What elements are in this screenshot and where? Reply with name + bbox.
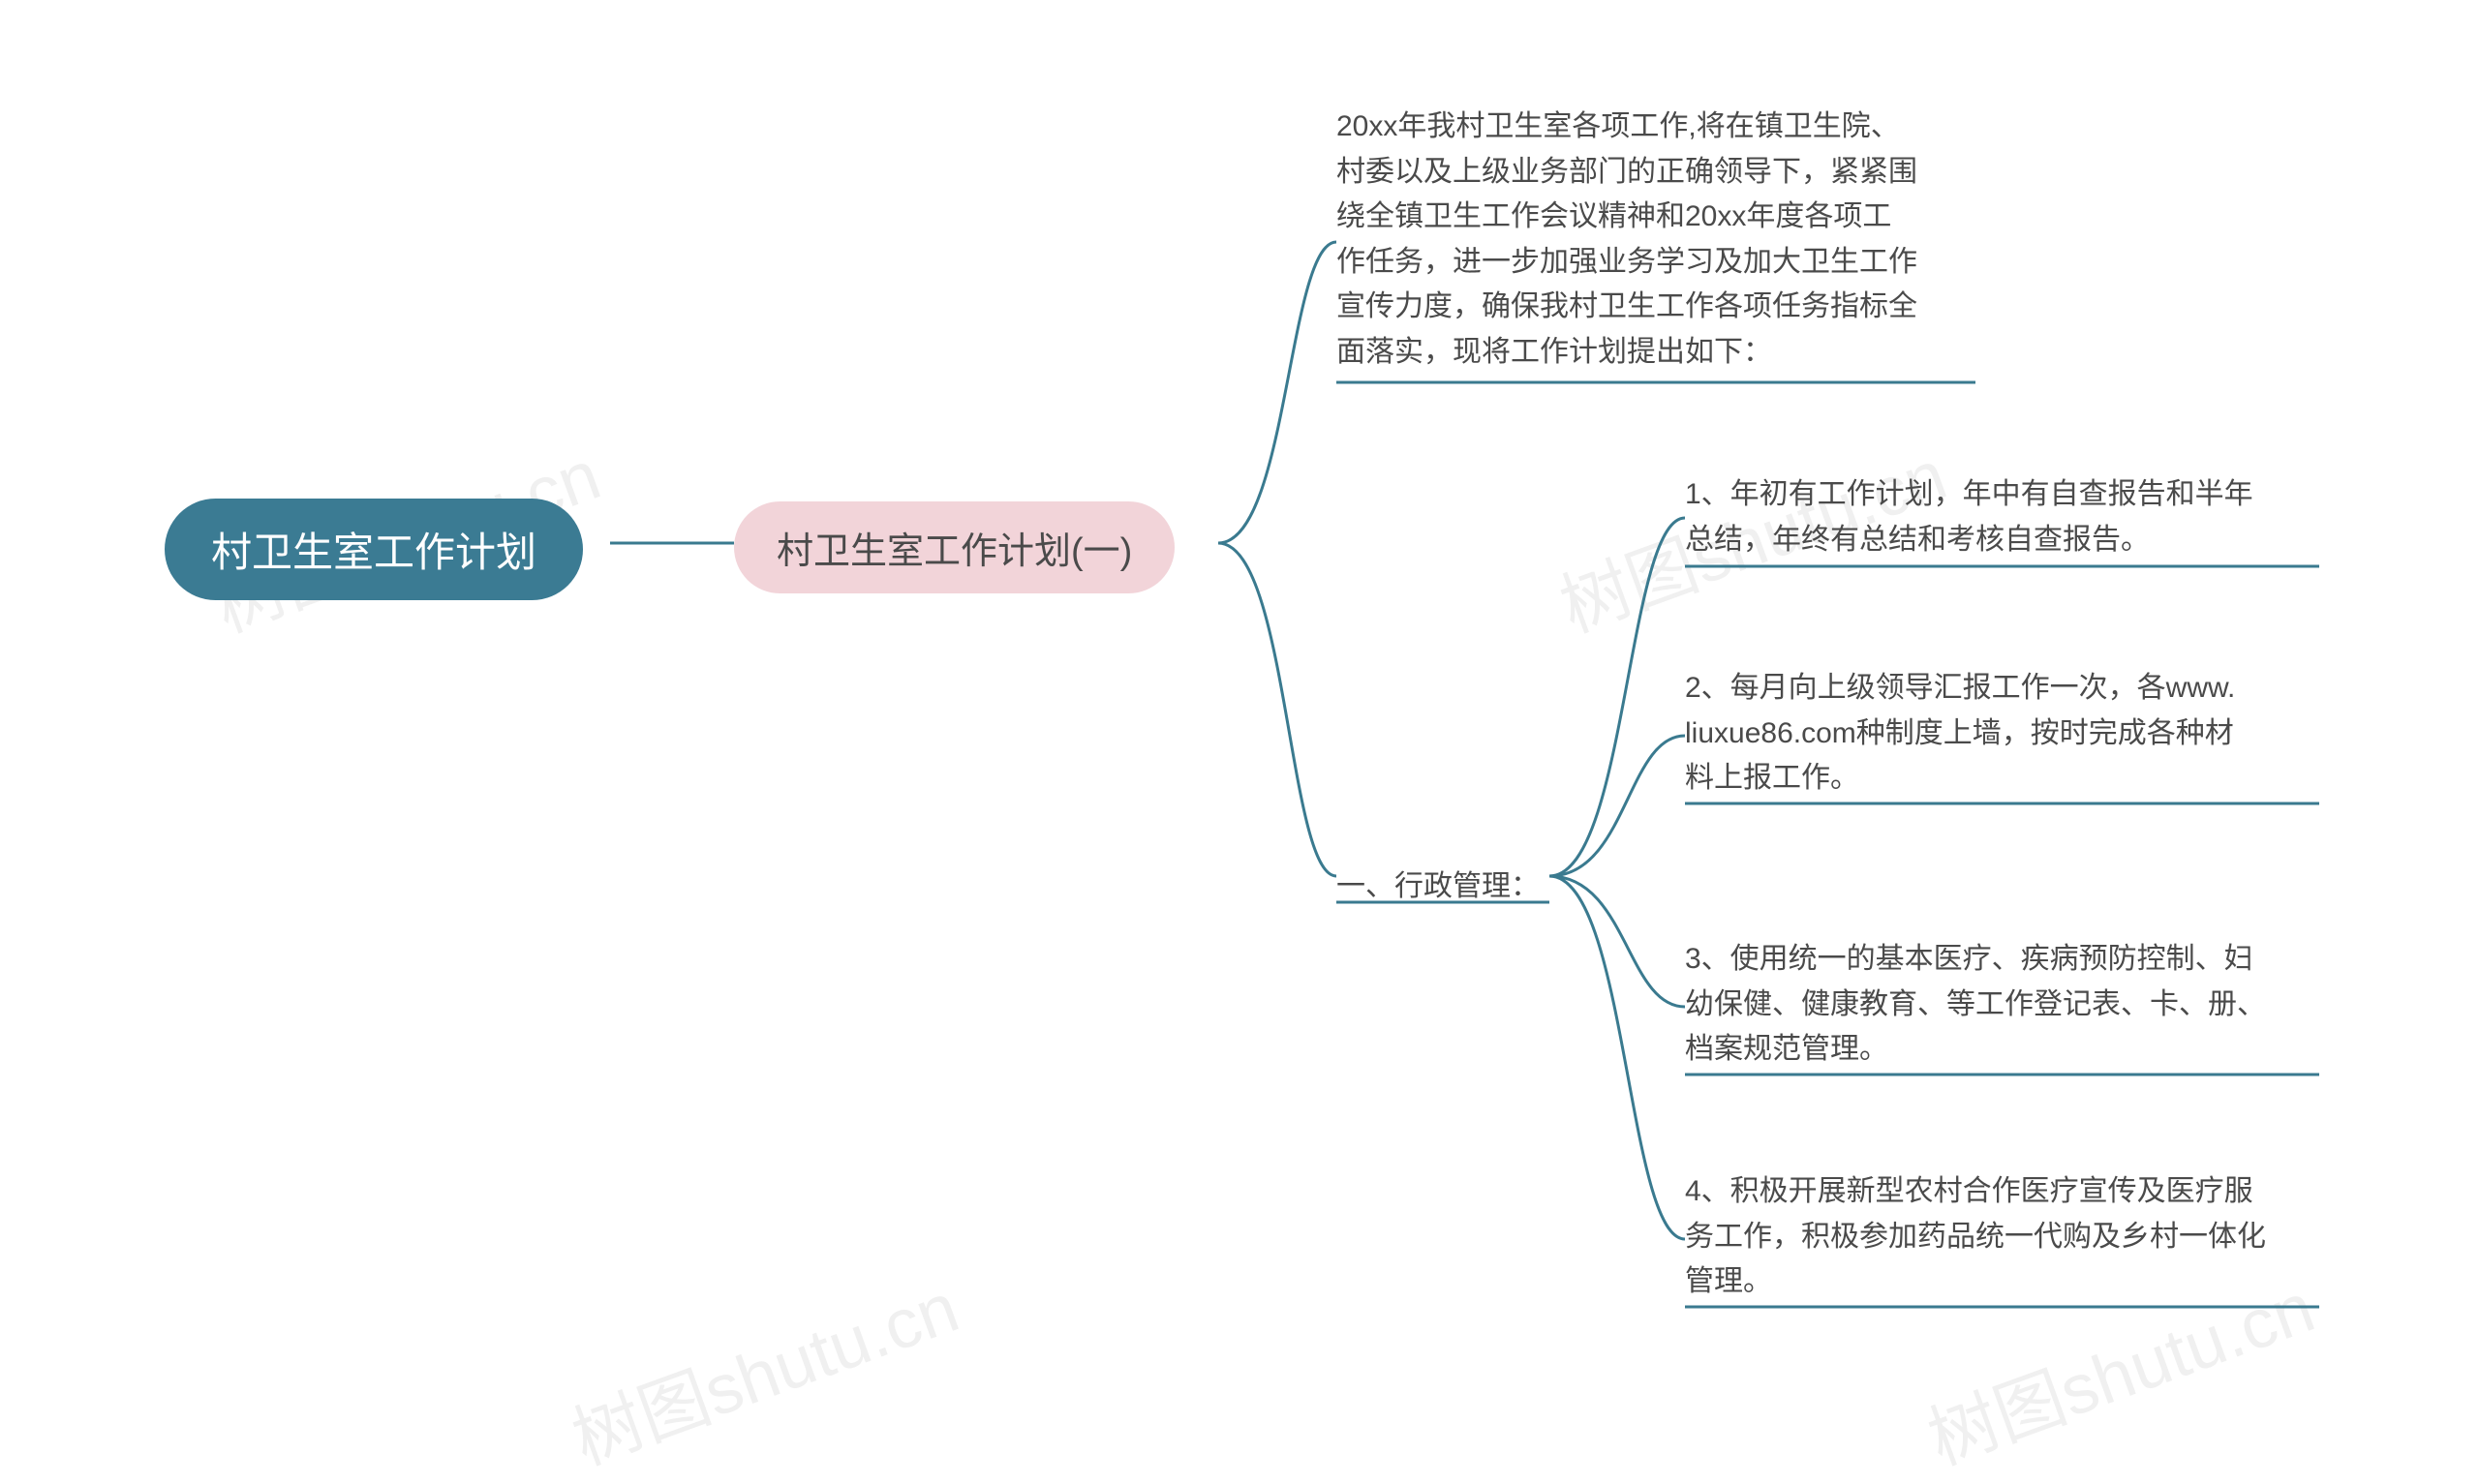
watermark: 树图shutu.cn (557, 1251, 970, 1484)
item-3: 3、使用统一的基本医疗、疾病预防控制、妇 幼保健、健康教育、等工作登记表、卡、册… (1685, 937, 2314, 1073)
item-1: 1、年初有工作计划，年中有自查报告和半年 总结，年终有总结和考核自查报告。 (1685, 472, 2314, 562)
level1-label: 村卫生室工作计划(一) (777, 531, 1132, 572)
item-4: 4、积极开展新型农村合作医疗宣传及医疗服 务工作，积极参加药品统一代购及乡村一体… (1685, 1169, 2314, 1305)
root-node[interactable]: 村卫生室工作计划 (165, 499, 583, 600)
root-label: 村卫生室工作计划 (211, 530, 536, 575)
intro-text: 20xx年我村卫生室各项工作,将在镇卫生院、 村委以及上级业务部门的正确领导下，… (1336, 105, 1995, 375)
level1-node[interactable]: 村卫生室工作计划(一) (734, 501, 1175, 593)
item-2: 2、每月向上级领导汇报工作一次，各www. liuxue86.com种制度上墙，… (1685, 666, 2314, 802)
section-label: 一、行政管理： (1336, 862, 1540, 904)
